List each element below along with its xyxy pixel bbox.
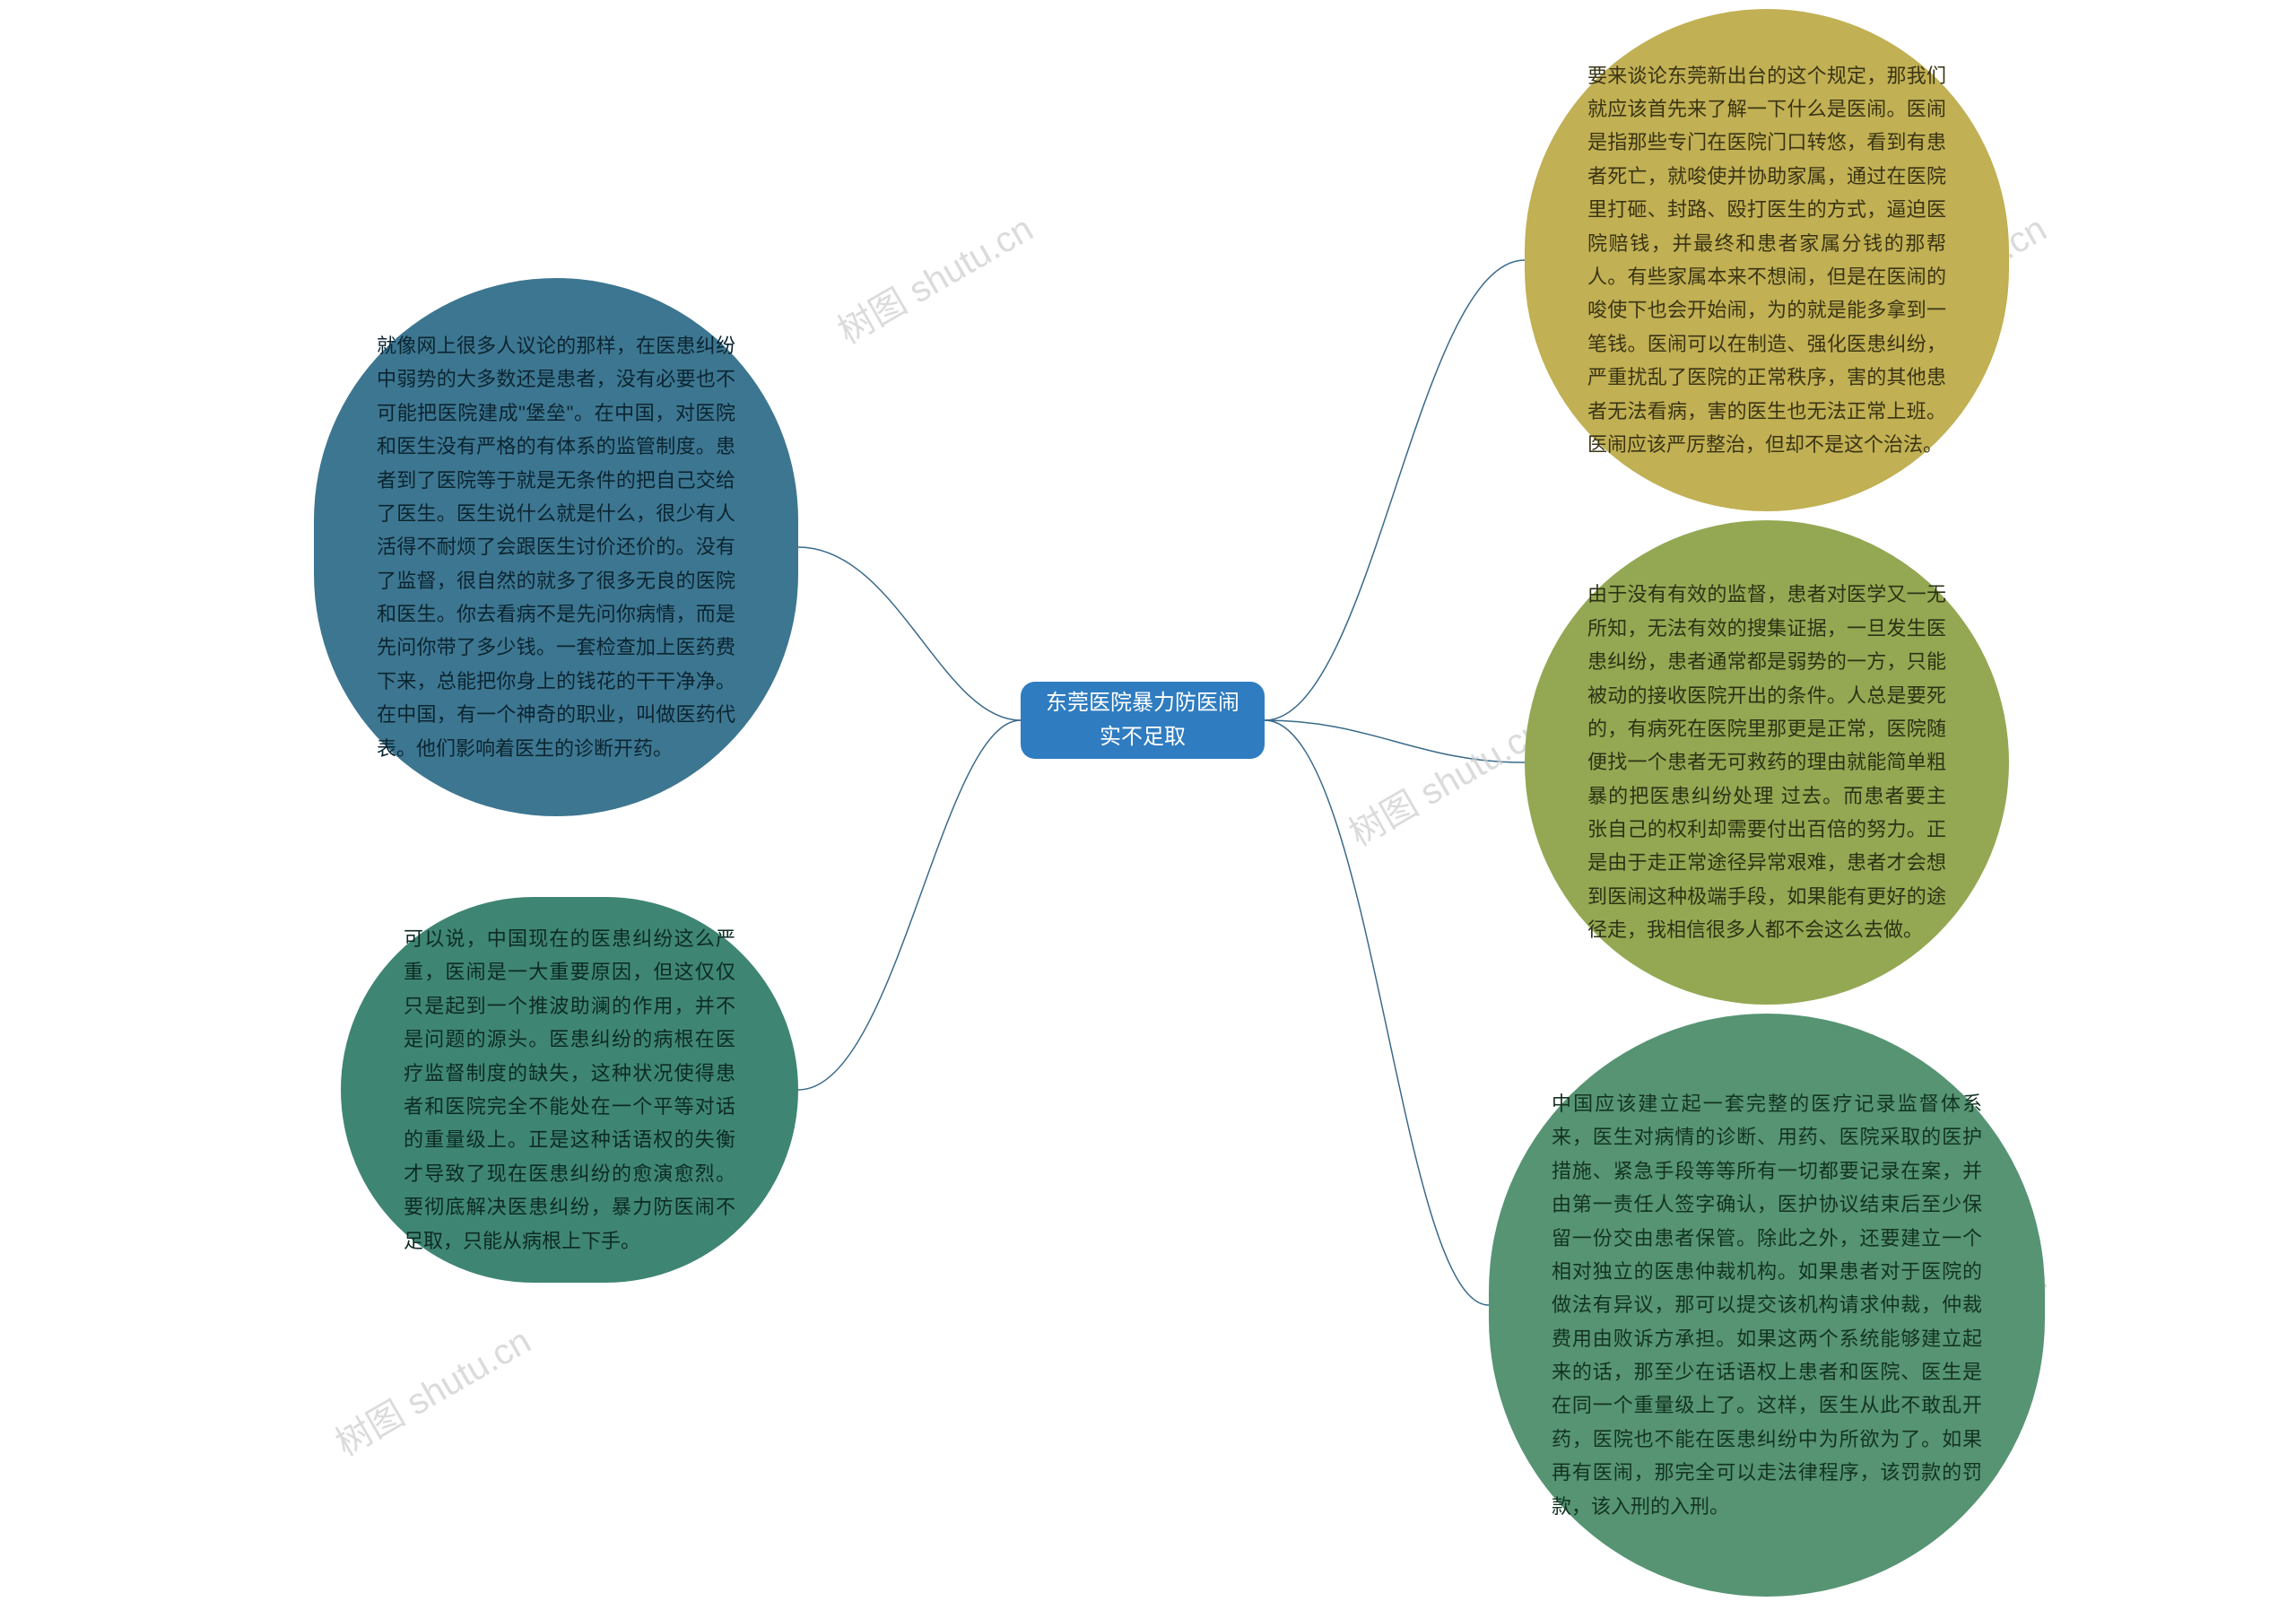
node-text: 要来谈论东莞新出台的这个规定，那我们就应该首先来了解一下什么是医闹。医闹是指那些… (1587, 59, 1946, 462)
node-left-top[interactable]: 就像网上很多人议论的那样，在医患纠纷中弱势的大多数还是患者，没有必要也不可能把医… (314, 278, 798, 816)
node-right-top[interactable]: 要来谈论东莞新出台的这个规定，那我们就应该首先来了解一下什么是医闹。医闹是指那些… (1525, 9, 2009, 511)
watermark: 树图 shutu.cn (325, 1312, 539, 1466)
watermark: 树图 shutu.cn (1338, 702, 1552, 856)
watermark: 树图 shutu.cn (827, 200, 1041, 353)
node-text: 中国应该建立起一套完整的医疗记录监督体系来，医生对病情的诊断、用药、医院采取的医… (1552, 1087, 1982, 1523)
center-node-text: 东莞医院暴力防医闹实不足取 (1042, 686, 1243, 755)
node-text: 就像网上很多人议论的那样，在医患纠纷中弱势的大多数还是患者，没有必要也不可能把医… (377, 329, 735, 765)
node-text: 可以说，中国现在的医患纠纷这么严重，医闹是一大重要原因，但这仅仅只是起到一个推波… (404, 922, 735, 1258)
node-right-bottom[interactable]: 中国应该建立起一套完整的医疗记录监督体系来，医生对病情的诊断、用药、医院采取的医… (1489, 1014, 2045, 1597)
node-text: 由于没有有效的监督，患者对医学又一无所知，无法有效的搜集证据，一旦发生医患纠纷，… (1587, 578, 1946, 946)
center-node[interactable]: 东莞医院暴力防医闹实不足取 (1021, 682, 1265, 759)
node-left-bottom[interactable]: 可以说，中国现在的医患纠纷这么严重，医闹是一大重要原因，但这仅仅只是起到一个推波… (341, 897, 798, 1283)
node-right-mid[interactable]: 由于没有有效的监督，患者对医学又一无所知，无法有效的搜集证据，一旦发生医患纠纷，… (1525, 520, 2009, 1005)
